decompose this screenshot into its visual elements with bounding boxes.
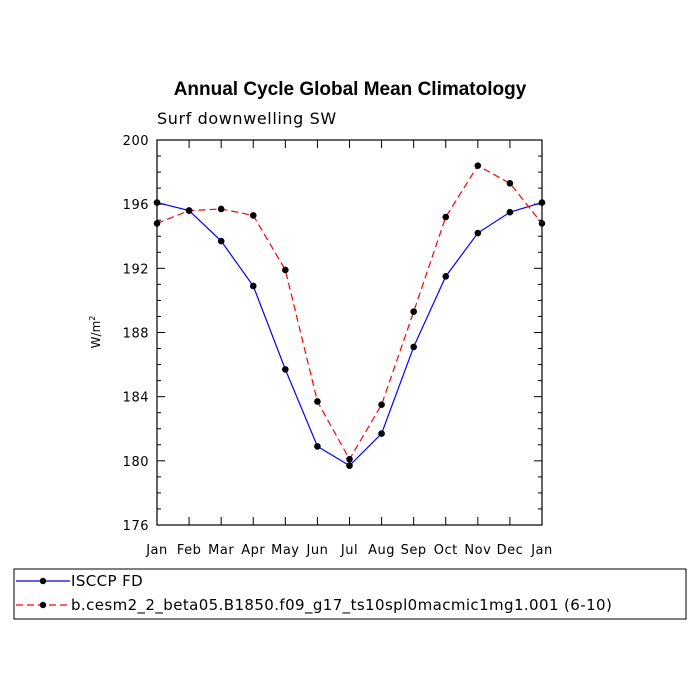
y-tick-label: 180: [123, 455, 149, 470]
series-0-point: [346, 462, 353, 469]
x-tick-label: Dec: [497, 543, 524, 558]
series-1-point: [249, 212, 257, 219]
y-tick-label: 192: [123, 262, 149, 277]
y-tick-label: 196: [123, 198, 149, 213]
y-axis-label: W/m2: [88, 316, 103, 349]
series-0-point: [249, 282, 257, 290]
x-tick-label: Jul: [340, 543, 358, 558]
legend-marker-model: [39, 601, 47, 609]
series-0-point: [282, 366, 289, 373]
series-0-point: [410, 343, 417, 351]
y-axis: 176 180 184 188 192 196 200: [123, 134, 542, 534]
series-1-point: [474, 162, 482, 169]
legend-label-isccp: ISCCP FD: [71, 572, 143, 590]
series-line-1: [156, 164, 543, 461]
y-tick-label: 176: [123, 519, 149, 534]
legend: ISCCP FD b.cesm2_2_beta05.B1850.f09_g17_…: [13, 568, 687, 620]
x-tick-label: Apr: [241, 543, 265, 558]
y-tick-label: 200: [123, 134, 149, 149]
series-1-point: [185, 207, 193, 214]
x-axis: Jan Feb Mar Apr May Jun Jul Aug Sep Oct Nov Dec Jan: [145, 140, 553, 558]
x-tick-label: Oct: [434, 543, 458, 558]
series-1-point: [217, 205, 225, 213]
legend-marker-isccp: [39, 577, 47, 585]
series-layer: [153, 162, 546, 469]
series-1-point: [410, 308, 417, 315]
series-1-point: [538, 220, 546, 227]
series-1-point: [346, 455, 353, 463]
series-1-point: [314, 398, 321, 405]
legend-label-model: b.cesm2_2_beta05.B1850.f09_g17_ts10spl0m…: [71, 596, 612, 615]
y-tick-label: 188: [123, 327, 149, 342]
legend-frame: [13, 568, 687, 620]
series-line-0: [156, 201, 543, 467]
series-0-point: [538, 199, 546, 206]
series-0-point: [217, 237, 225, 245]
y-tick-label: 184: [123, 391, 149, 406]
x-tick-label: Jan: [145, 543, 168, 558]
series-1-point: [506, 180, 514, 187]
series-0-point: [474, 229, 482, 237]
series-1-point: [153, 220, 161, 227]
chart-subtitle: Surf downwelling SW: [157, 109, 337, 128]
x-tick-label: Jan: [530, 543, 553, 558]
x-tick-label: Jun: [306, 543, 329, 558]
series-0-point: [314, 443, 321, 450]
series-0-point: [378, 430, 385, 437]
x-tick-label: May: [271, 543, 299, 558]
series-0-point: [442, 273, 450, 280]
series-1-point: [282, 266, 289, 274]
chart-title: Annual Cycle Global Mean Climatology: [174, 79, 527, 100]
series-1-point: [378, 401, 385, 408]
x-tick-label: Sep: [401, 543, 427, 558]
series-0-point: [153, 199, 161, 206]
x-tick-label: Nov: [464, 543, 491, 558]
x-tick-label: Mar: [208, 543, 234, 558]
series-0-point: [506, 208, 514, 216]
series-1-point: [442, 213, 450, 221]
y-axis-label-text: W/m: [89, 321, 103, 349]
x-tick-label: Feb: [177, 543, 202, 558]
x-tick-label: Aug: [368, 543, 395, 558]
y-axis-label-superscript: 2: [88, 316, 97, 321]
